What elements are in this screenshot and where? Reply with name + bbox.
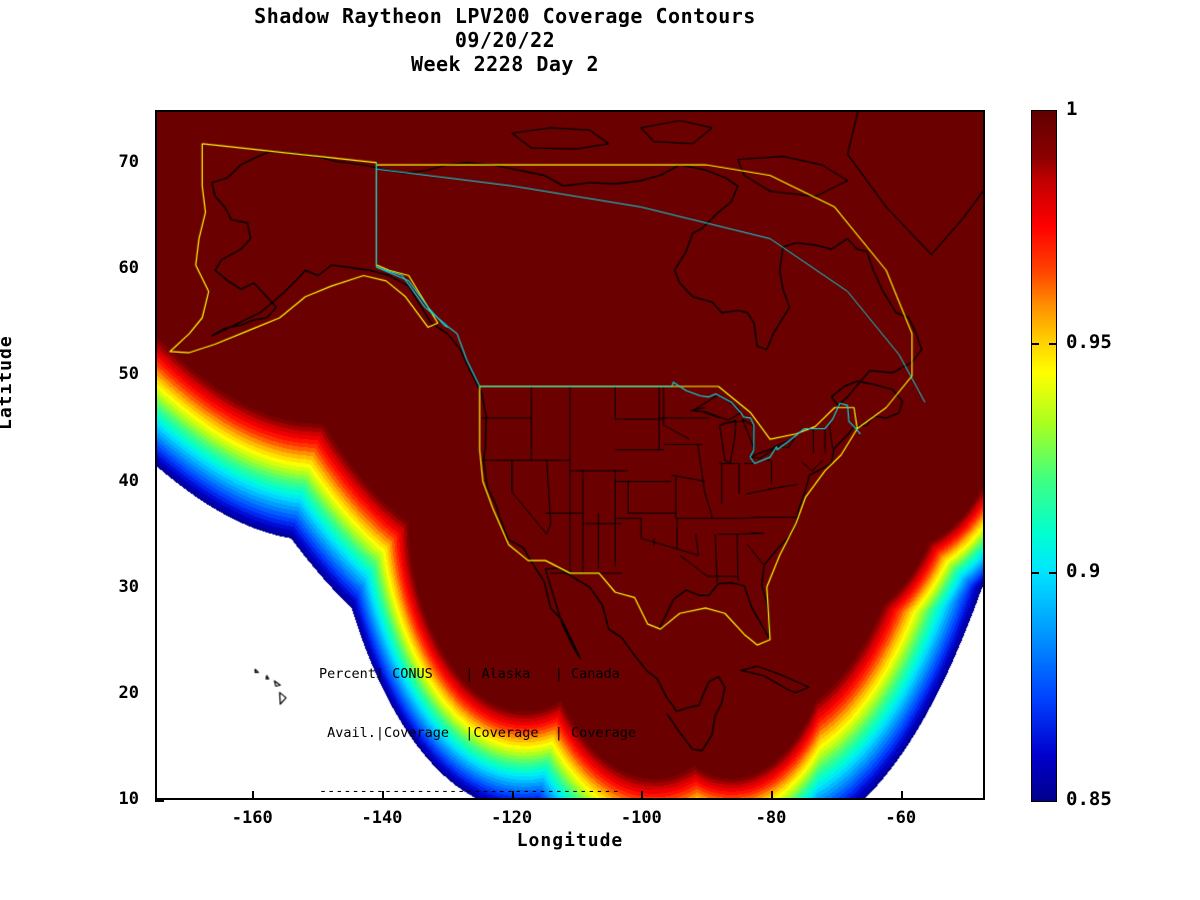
map-plot-area: Percent| CONUS | Alaska | Canada Avail.|… xyxy=(155,110,985,800)
colorbar-label-095: 0.95 xyxy=(1066,331,1112,353)
y-tick-label-60: 60 xyxy=(118,258,139,279)
y-axis-label: Latitude xyxy=(0,335,16,430)
x-tick-mark--140 xyxy=(381,791,384,800)
figure-title: Shadow Raytheon LPV200 Coverage Contours… xyxy=(0,4,1010,76)
title-line-2: 09/20/22 xyxy=(454,28,556,52)
colorbar-tick-095-left xyxy=(1031,343,1039,345)
y-tick-label-40: 40 xyxy=(118,470,139,491)
x-tick-label--120: -120 xyxy=(491,808,533,828)
x-tick-label--80: -80 xyxy=(755,808,787,828)
y-tick-label-70: 70 xyxy=(118,152,139,173)
colorbar xyxy=(1031,110,1057,802)
colorbar-tick-090-left xyxy=(1031,572,1039,574)
x-tick-mark--60 xyxy=(900,791,903,800)
x-axis-label: Longitude xyxy=(516,830,624,851)
x-tick-label--160: -160 xyxy=(231,808,273,828)
title-line-1: Shadow Raytheon LPV200 Coverage Contours xyxy=(254,4,756,28)
y-tick-label-30: 30 xyxy=(118,576,139,597)
x-tick-mark--80 xyxy=(771,791,774,800)
colorbar-label-min: 0.85 xyxy=(1066,788,1112,810)
x-tick-label--140: -140 xyxy=(361,808,403,828)
x-tick-mark--160 xyxy=(252,791,255,800)
x-tick-mark--100 xyxy=(641,791,644,800)
title-line-3: Week 2228 Day 2 xyxy=(410,52,600,76)
x-tick-label--60: -60 xyxy=(885,808,917,828)
colorbar-label-max: 1 xyxy=(1066,98,1078,120)
y-tick-label-50: 50 xyxy=(118,364,139,385)
colorbar-tick-095-right xyxy=(1049,343,1057,345)
x-tick-label--100: -100 xyxy=(620,808,662,828)
x-tick-mark--120 xyxy=(511,791,514,800)
y-tick-mark-10 xyxy=(155,800,164,802)
coverage-contour-canvas xyxy=(157,112,983,798)
colorbar-gradient xyxy=(1031,110,1057,802)
colorbar-label-090: 0.9 xyxy=(1066,560,1101,582)
colorbar-tick-090-right xyxy=(1049,572,1057,574)
y-tick-label-10: 10 xyxy=(118,789,139,809)
y-tick-label-20: 20 xyxy=(118,682,139,703)
